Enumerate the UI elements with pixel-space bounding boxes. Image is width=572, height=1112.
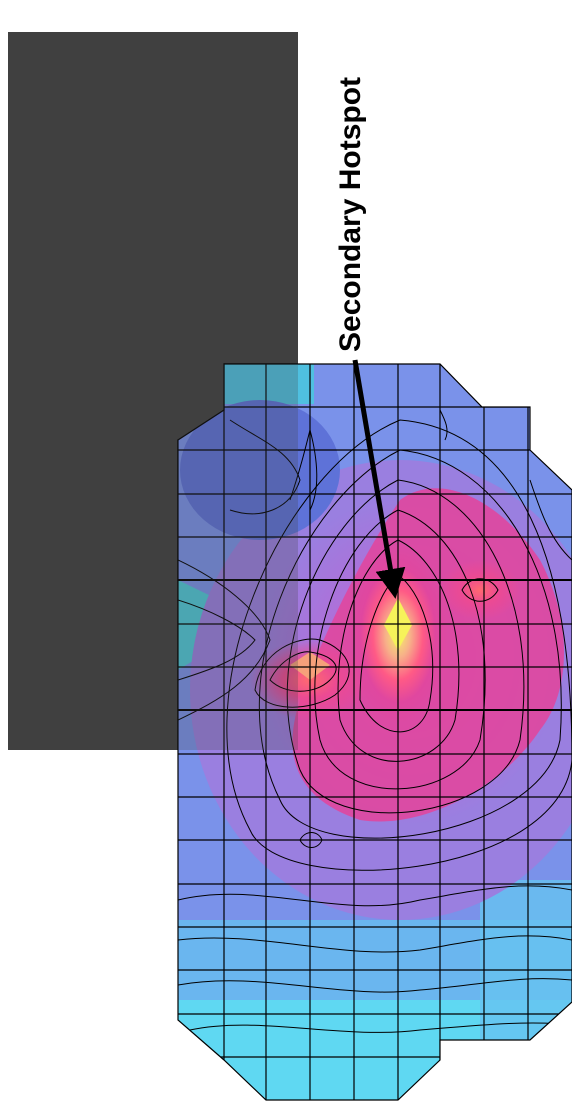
annotation-label: Secondary Hotspot: [334, 76, 367, 352]
contour-map: [178, 364, 572, 1100]
arrow-icon: [352, 359, 406, 599]
map-outline: [177, 363, 572, 1101]
panel-overlay: [178, 364, 298, 750]
